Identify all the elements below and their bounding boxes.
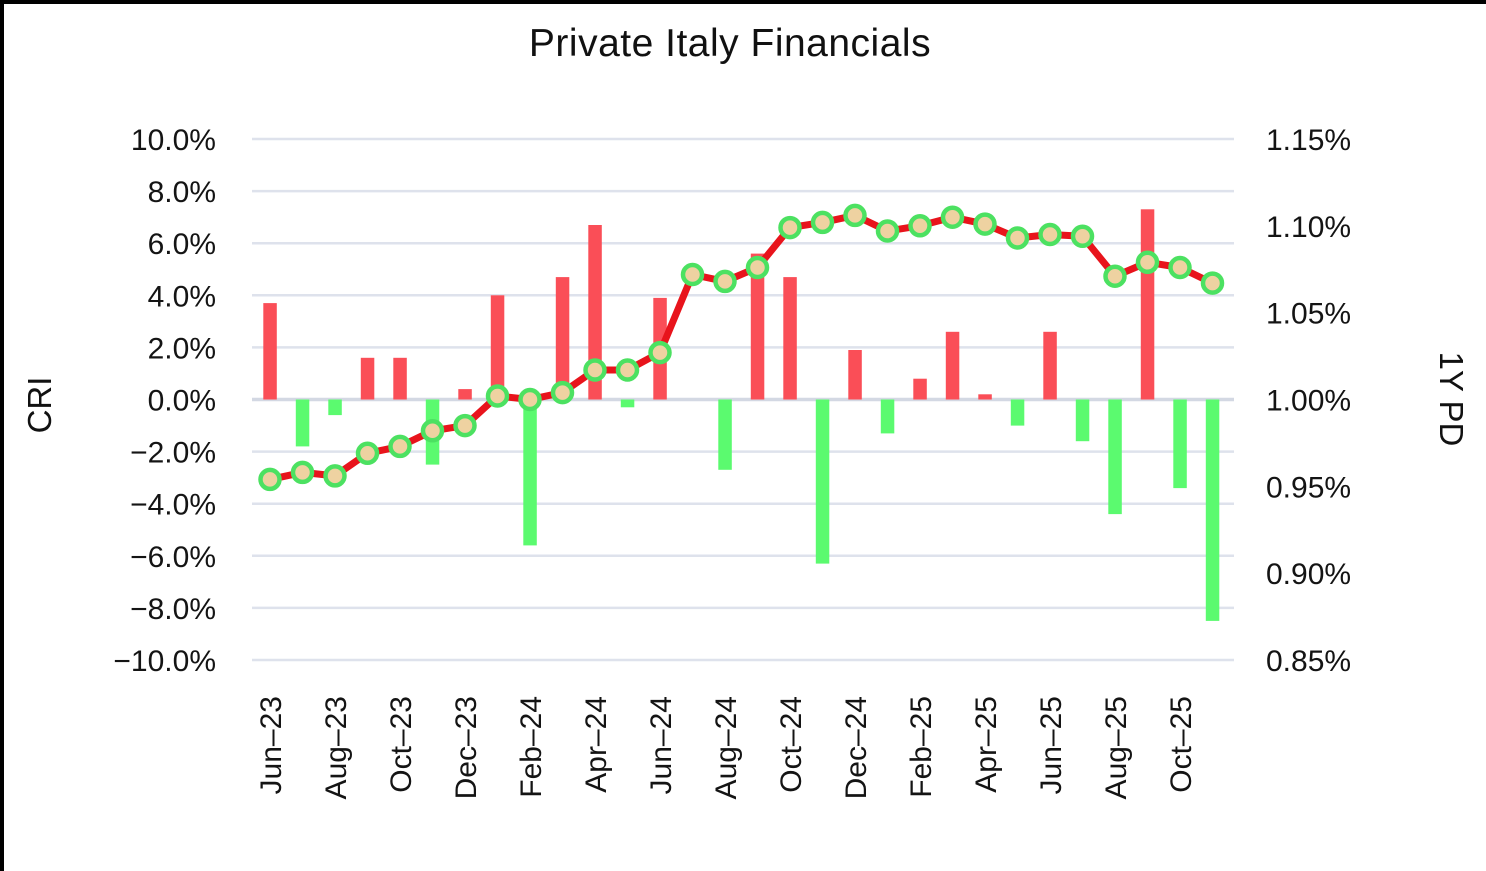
pd-marker [745,255,770,280]
x-axis-tick: Aug–25 [1100,696,1133,799]
left-tick-labels: 10.0% 8.0% 6.0% 4.0% 2.0% 0.0% −2.0% −4.0% −6.0%… [113,124,216,678]
pd-marker [713,269,737,294]
pd-marker [1038,222,1062,247]
pd-marker [810,210,835,235]
cri-bar [880,399,895,434]
x-axis-tick: Dec–24 [840,696,873,799]
right-axis-tick: 0.95% [1266,471,1351,504]
pd-marker [1135,250,1160,275]
pd-marker [453,413,477,438]
cri-bar [945,331,960,400]
pd-marker [1005,226,1030,250]
cri-bar [1173,399,1187,489]
pd-marker [778,215,802,240]
x-axis-tick: Dec–23 [450,696,483,799]
pd-markers [258,203,1225,492]
cri-bar [360,357,375,400]
pd-marker [940,205,965,229]
cri-bars [263,209,1220,621]
left-axis-tick: −10.0% [113,645,216,678]
left-axis-tick: 10.0% [131,124,216,157]
pd-marker [550,380,575,405]
cri-bar [588,225,602,400]
x-axis-tick: Feb–24 [515,696,548,798]
x-axis-tick: Aug–24 [710,696,743,799]
cri-bar [815,399,830,564]
pd-marker [1200,271,1225,295]
cri-bar [1108,399,1122,515]
pd-marker [518,387,542,412]
left-axis-tick: 0.0% [148,385,216,418]
right-axis-tick: 1.15% [1266,124,1351,157]
right-axis-tick: 1.05% [1266,298,1351,331]
x-axis-tick: Jun–23 [255,696,288,794]
pd-marker [388,434,412,459]
pd-marker [355,441,380,466]
pd-marker [1168,255,1192,280]
cri-bar [718,399,732,470]
cri-bar [328,399,342,416]
cri-bar [978,394,992,400]
pd-marker [908,214,932,238]
right-axis-tick: 1.00% [1266,385,1351,418]
left-axis-tick: −2.0% [130,437,216,470]
cri-bar [1205,399,1220,621]
cri-bar [848,350,862,400]
pd-marker [973,212,997,236]
cri-bar [295,399,310,447]
x-axis-tick: Jun–25 [1035,696,1068,794]
x-tick-labels: Jun–23 Aug–23 Oct–23 Dec–23 Feb–24 Apr–24 Jun–… [255,696,1198,799]
left-axis-tick: 6.0% [148,228,216,261]
right-axis-tick: 0.90% [1266,558,1351,591]
cri-bar [1043,331,1057,400]
cri-bar [1010,399,1025,426]
cri-bar [1075,399,1090,442]
x-axis-tick: Jun–24 [645,696,678,794]
pd-marker [680,262,705,287]
x-axis-tick: Oct–23 [385,696,418,793]
pd-marker [420,419,445,443]
pd-marker [258,467,282,492]
cri-bar [750,253,765,400]
pd-marker [615,358,640,382]
left-axis-tick: −6.0% [130,541,216,574]
cri-bar [263,303,277,400]
x-axis-tick: Oct–24 [775,696,808,793]
right-axis-tick: 0.85% [1266,645,1351,678]
cri-bar [913,378,927,400]
left-axis-tick: 2.0% [148,332,216,365]
cri-bar [620,399,635,408]
gridlines [252,137,1234,662]
left-axis-tick: −8.0% [130,593,216,626]
cri-bar [523,399,537,546]
pd-marker [1070,224,1095,249]
pd-marker [485,384,510,408]
cri-bar [1140,209,1155,400]
pd-marker [648,340,672,365]
right-tick-labels: 1.15% 1.10% 1.05% 1.00% 0.95% 0.90% 0.85% [1266,124,1351,678]
right-axis-tick: 1.10% [1266,211,1351,244]
left-axis-tick: −4.0% [130,489,216,522]
cri-bar [490,295,505,400]
x-axis-tick: Apr–25 [970,696,1003,793]
pd-marker [583,358,607,382]
x-axis-tick: Oct–25 [1165,696,1198,793]
x-axis-tick: Feb–25 [905,696,938,798]
pd-marker [875,219,900,243]
pd-marker [1103,264,1127,288]
cri-bar [458,389,472,400]
pd-marker [843,203,867,228]
cri-bar [393,357,407,400]
pd-marker [323,464,347,488]
left-axis-tick: 4.0% [148,280,216,313]
cri-bar [555,277,570,400]
left-axis-tick: 8.0% [148,176,216,209]
x-axis-tick: Aug–23 [320,696,353,799]
chart-title: Private Italy Financials [528,22,932,65]
pd-marker [290,460,315,485]
x-axis-tick: Apr–24 [580,696,613,793]
combo-chart-plot: 10.0% 8.0% 6.0% 4.0% 2.0% 0.0% −2.0% −4.0% −6.0%… [113,124,1351,799]
cri-bar [783,277,797,400]
